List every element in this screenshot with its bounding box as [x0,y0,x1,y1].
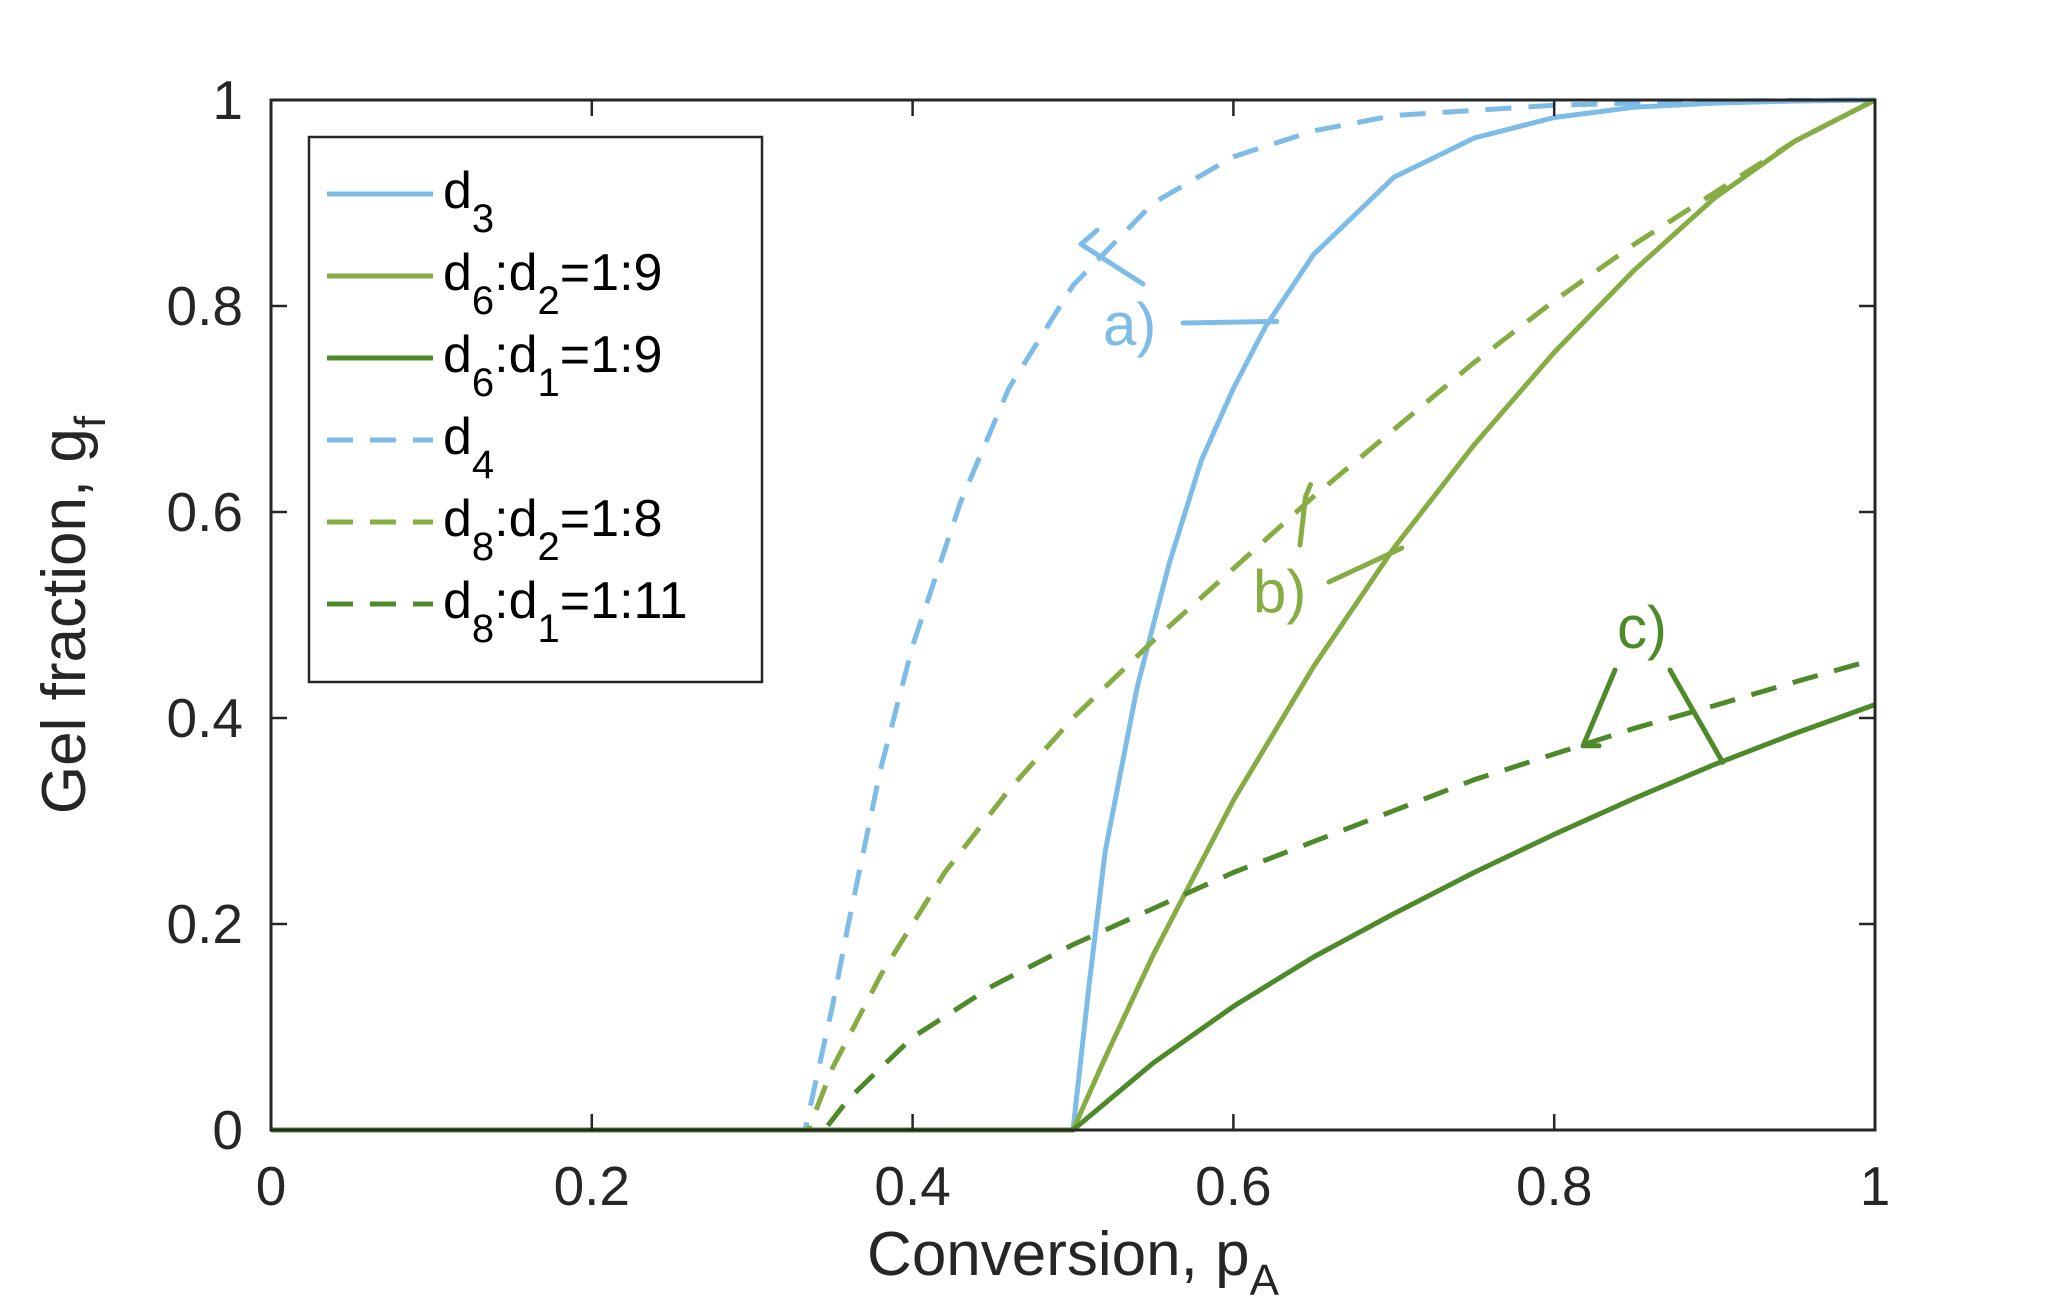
legend-label: d3 [443,162,494,241]
series-line-5 [271,97,1877,1133]
legend-box [307,135,764,684]
annotation-leader [1303,482,1314,500]
annotation-label: b) [1253,558,1306,625]
x-tick-label: 0.8 [1516,1155,1592,1217]
y-tick-label: 0.2 [167,893,243,955]
series-line-3 [271,702,1876,1133]
annotation-leader [1078,241,1146,287]
annotation-label: c) [1617,594,1667,661]
annotation-label: a) [1103,291,1156,358]
y-tick-label: 0.4 [167,687,243,749]
annotation-leader [1078,227,1100,247]
y-tick-label: 1 [212,69,243,131]
series-line-2 [271,97,1877,1133]
x-tick-label: 0 [256,1155,287,1217]
annotation-leader [1580,667,1618,749]
y-tick-label: 0.8 [167,275,243,337]
series-line-1 [271,97,1876,1133]
y-tick-label: 0.6 [167,481,243,543]
annotation-leader [1667,667,1726,765]
y-tick-label: 0 [212,1099,243,1161]
axis-ticks [269,98,1877,1132]
legend-label: d6:d1=1:9 [443,326,662,405]
legend-label: d6:d2=1:9 [443,244,662,323]
y-axis-label: Gel fraction, gf [30,415,115,814]
x-tick-label: 1 [1860,1155,1891,1217]
series-line-6 [271,656,1876,1133]
x-tick-label: 0.2 [554,1155,630,1217]
x-axis-label: Conversion, pA [867,1220,1280,1305]
legend-label: d8:d2=1:8 [443,490,662,569]
annotation-leader [1180,318,1280,326]
legend-label: d4 [443,408,494,487]
annotation-leader [1326,545,1405,585]
tick-labels: 0 0.2 0.4 0.6 0.8 1 0 0.2 0.4 0.6 0.8 1 [167,69,1891,1217]
curve-annotations: a) b) c) [1078,227,1726,765]
x-tick-label: 0.6 [1195,1155,1271,1217]
annotation-leader [1297,494,1309,548]
series-line-4 [271,97,1876,1133]
legend: d3d6:d2=1:9d6:d1=1:9d4d8:d2=1:8d8:d1=1:1… [307,135,764,684]
x-tick-label: 0.4 [874,1155,950,1217]
plot-frame [269,98,1877,1132]
data-series [271,97,1877,1133]
legend-label: d8:d1=1:11 [443,572,688,651]
